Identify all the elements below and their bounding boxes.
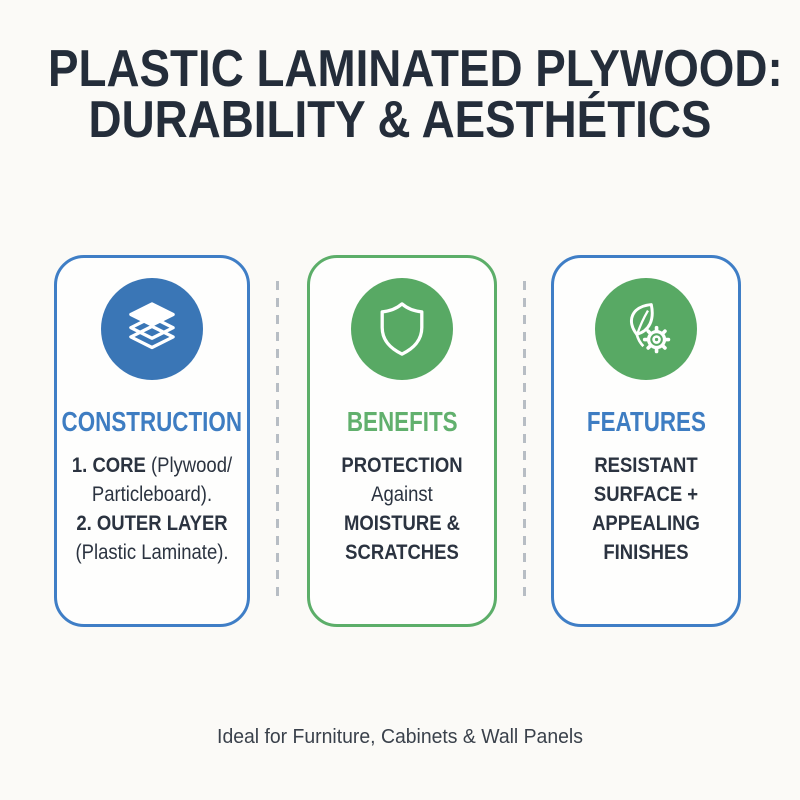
body-line: APPEALING (592, 512, 700, 535)
body-line: Against (371, 483, 433, 506)
card-construction: CONSTRUCTION 1. CORE (Plywood/ Particleb… (54, 255, 250, 627)
body-line: PROTECTION (341, 454, 463, 477)
body-line: (Plastic Laminate). (75, 541, 229, 564)
card-features: FEATURES RESISTANT SURFACE + APPEALING F… (551, 255, 741, 627)
page-title: PLASTIC LAMINATED PLYWOOD: DURABILITY & … (48, 40, 783, 149)
card-features-body: RESISTANT SURFACE + APPEALING FINISHES (554, 451, 738, 567)
body-line: Particleboard). (91, 483, 213, 506)
body-line: SURFACE + (593, 483, 699, 506)
card-construction-heading: CONSTRUCTION (61, 406, 243, 437)
page-title-line1: PLASTIC LAMINATED PLYWOOD: (48, 40, 783, 98)
dashed-divider-right (523, 281, 526, 601)
footer-caption: Ideal for Furniture, Cabinets & Wall Pan… (217, 726, 583, 748)
shield-icon (351, 278, 453, 380)
body-line: FINISHES (603, 541, 689, 564)
card-benefits: BENEFITS PROTECTION Against MOISTURE & S… (307, 255, 497, 627)
body-line: 1. CORE (Plywood/ (71, 454, 233, 477)
card-construction-body: 1. CORE (Plywood/ Particleboard). 2. OUT… (57, 451, 247, 567)
body-line: RESISTANT (594, 454, 698, 477)
card-benefits-heading: BENEFITS (346, 406, 458, 437)
layers-icon (101, 278, 203, 380)
dashed-divider-left (276, 281, 279, 601)
card-features-heading: FEATURES (586, 406, 706, 437)
leaf-gear-icon (595, 278, 697, 380)
body-line: MOISTURE & (343, 512, 461, 535)
page-title-line2: DURABILITY & AESTHÉTICS (88, 91, 712, 149)
card-benefits-body: PROTECTION Against MOISTURE & SCRATCHES (310, 451, 494, 567)
body-line: SCRATCHES (345, 541, 459, 564)
body-line: 2. OUTER LAYER (76, 512, 228, 535)
